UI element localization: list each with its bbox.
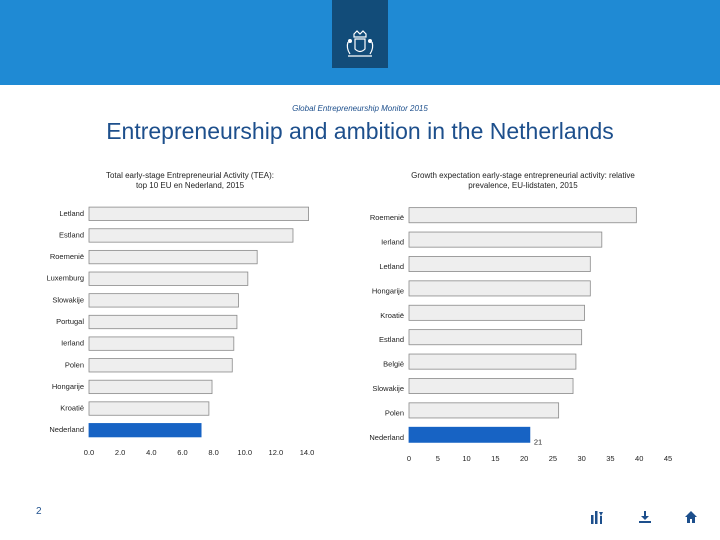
bar-2 [408, 256, 591, 272]
bar-8 [408, 402, 560, 419]
tick-label-4: 8.0 [208, 448, 218, 457]
bar-3 [88, 271, 249, 286]
tick-label-9: 45 [664, 454, 672, 463]
bar-5 [88, 314, 238, 330]
bar-9 [408, 426, 531, 443]
category-label-6: Ierland [61, 339, 84, 348]
category-label-2: Letland [379, 262, 404, 271]
category-label-3: Hongarije [372, 286, 404, 295]
tick-label-6: 30 [577, 454, 585, 463]
bar-7 [88, 358, 233, 373]
category-label-8: Polen [385, 408, 404, 417]
bar-5 [408, 329, 583, 346]
category-label-9: Nederland [369, 433, 404, 442]
category-label-1: Estland [59, 230, 84, 239]
category-label-3: Luxemburg [46, 274, 84, 283]
category-label-2: Roemenië [50, 252, 84, 261]
tick-label-1: 2.0 [115, 448, 125, 457]
chart-2-title-line-1: Growth expectation early-stage entrepren… [411, 171, 635, 180]
tick-label-6: 12.0 [269, 448, 284, 457]
tick-label-7: 35 [606, 454, 614, 463]
bar-8 [88, 379, 213, 395]
bar-3 [408, 280, 591, 297]
data-label-9: 21 [534, 437, 542, 446]
page-title: Entrepreneurship and ambition in the Net… [106, 118, 614, 144]
tick-label-3: 6.0 [177, 448, 187, 457]
category-label-4: Kroatië [380, 311, 404, 320]
tick-label-5: 25 [549, 454, 557, 463]
category-label-7: Polen [65, 360, 84, 369]
tick-label-8: 40 [635, 454, 643, 463]
bar-1 [88, 228, 294, 243]
category-label-1: Ierland [381, 238, 404, 247]
tick-label-3: 15 [491, 454, 499, 463]
bar-7 [408, 378, 574, 394]
tick-label-4: 20 [520, 454, 528, 463]
category-label-7: Slowakije [372, 384, 404, 393]
contents-icon[interactable] [590, 510, 604, 529]
page-number: 2 [36, 506, 42, 517]
subtitle: Global Entrepreneurship Monitor 2015 [292, 104, 428, 113]
tick-label-1: 5 [436, 454, 440, 463]
tick-label-0: 0 [407, 454, 411, 463]
category-label-10: Nederland [49, 425, 84, 434]
bar-9 [88, 401, 210, 416]
tick-label-7: 14.0 [300, 448, 315, 457]
category-label-8: Hongarije [52, 382, 84, 391]
bar-10 [88, 423, 202, 438]
chart-1-title: Total early-stage Entrepreneurial Activi… [70, 171, 310, 191]
category-label-5: Portugal [56, 317, 84, 326]
home-icon[interactable] [684, 510, 698, 529]
category-label-5: Estland [379, 335, 404, 344]
category-label-0: Letland [59, 209, 84, 218]
chart-2-title-line-2: prevalence, EU-lidstaten, 2015 [468, 181, 578, 190]
bar-0 [88, 206, 309, 221]
category-label-6: België [383, 360, 404, 369]
bar-4 [408, 304, 585, 321]
tick-label-5: 10.0 [237, 448, 252, 457]
bar-2 [88, 249, 258, 265]
bar-6 [408, 353, 577, 370]
bar-1 [408, 231, 603, 248]
category-label-4: Slowakije [52, 295, 84, 304]
emblem-icon [332, 0, 388, 68]
category-label-9: Kroatië [60, 404, 84, 413]
bar-0 [408, 207, 637, 224]
chart-1-title-line-1: Total early-stage Entrepreneurial Activi… [105, 171, 275, 180]
download-icon[interactable] [638, 510, 652, 529]
chart-2-title: Growth expectation early-stage entrepren… [388, 171, 658, 191]
tick-label-0: 0.0 [84, 448, 94, 457]
tick-label-2: 4.0 [146, 448, 156, 457]
category-label-0: Roemenië [370, 213, 404, 222]
bar-4 [88, 293, 239, 308]
chart-1-title-line-2: top 10 EU en Nederland, 2015 [135, 181, 245, 190]
tick-label-2: 10 [462, 454, 470, 463]
bar-6 [88, 336, 235, 351]
